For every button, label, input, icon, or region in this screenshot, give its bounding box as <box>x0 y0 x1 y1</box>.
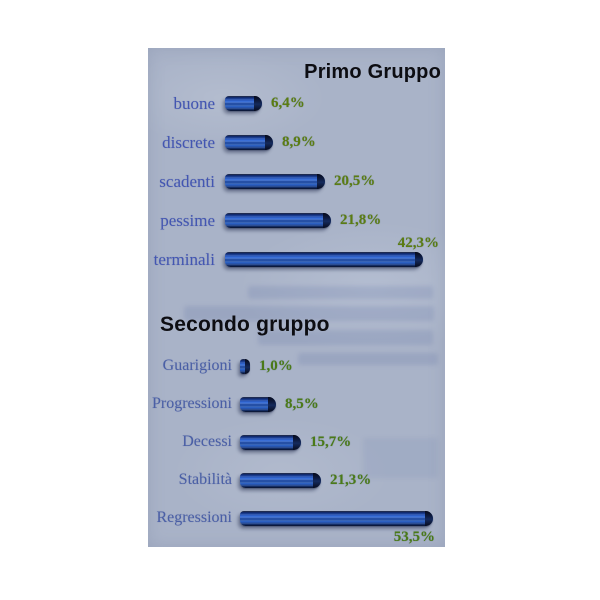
bar <box>225 252 423 267</box>
bar-track: 8,5% <box>240 385 441 423</box>
bar-track: 20,5% <box>225 162 441 201</box>
bar-row: Stabilità 21,3% <box>148 461 441 499</box>
bar-value: 15,7% <box>310 433 352 450</box>
bar <box>225 96 262 111</box>
bar-label: Regressioni <box>156 509 232 526</box>
bar-track: 42,3% <box>225 235 441 279</box>
bleed-through-text <box>248 286 433 299</box>
chart-title-primo-gruppo: Primo Gruppo <box>304 61 441 83</box>
bar <box>240 434 301 450</box>
bar-track: 21,8% <box>225 201 441 240</box>
bar-label: terminali <box>153 249 215 269</box>
bar-row: Regressioni 53,5% <box>148 499 441 545</box>
chart-secondo-gruppo: Guarigioni 1,0% Progressioni 8,5% Decessi 15,… <box>148 347 441 545</box>
bar-value: 21,8% <box>340 212 382 228</box>
bar-value: 42,3% <box>397 235 439 251</box>
bar-label: discrete <box>162 132 215 152</box>
bar-track: 15,7% <box>240 423 441 461</box>
bar-value: 8,9% <box>282 134 316 150</box>
bar-track: 6,4% <box>225 84 441 123</box>
bar-track: 21,3% <box>240 461 441 499</box>
bar-track: 1,0% <box>240 347 441 385</box>
bar-value: 1,0% <box>259 357 293 374</box>
bar-row: pessime 21,8% <box>148 201 441 240</box>
bar-value: 53,5% <box>393 529 435 545</box>
bar-label: Progressioni <box>152 395 232 412</box>
bar-label: Guarigioni <box>162 357 232 374</box>
chart-panel: Primo Gruppo buone 6,4% discrete 8,9% scaden… <box>148 48 445 547</box>
bar-value: 21,3% <box>330 471 372 488</box>
bar <box>240 472 321 488</box>
bar-track: 8,9% <box>225 123 441 162</box>
bar-row: Progressioni 8,5% <box>148 385 441 423</box>
bar-label: Decessi <box>182 433 232 450</box>
bar <box>225 213 331 228</box>
bar <box>240 396 276 412</box>
bar <box>225 135 273 150</box>
bleed-through-text <box>298 353 438 365</box>
bar-row: Guarigioni 1,0% <box>148 347 441 385</box>
bar-value: 6,4% <box>271 95 305 111</box>
bar-track: 53,5% <box>240 499 441 545</box>
bar <box>240 510 433 526</box>
chart-primo-gruppo: buone 6,4% discrete 8,9% scadenti 20,5% pessim… <box>148 84 441 279</box>
bar-label: pessime <box>160 210 215 230</box>
bleed-through-text <box>258 330 433 345</box>
bar-label: Stabilità <box>178 471 232 488</box>
bleed-through-text <box>184 306 434 321</box>
bar <box>225 174 325 189</box>
bar-row: discrete 8,9% <box>148 123 441 162</box>
bleed-through-text <box>363 438 438 478</box>
bar-row: scadenti 20,5% <box>148 162 441 201</box>
bar <box>240 358 250 374</box>
bar-row: buone 6,4% <box>148 84 441 123</box>
chart-title-secondo-gruppo: Secondo gruppo <box>160 313 330 336</box>
bar-value: 20,5% <box>334 173 376 189</box>
bar-value: 8,5% <box>285 395 319 412</box>
bar-label: scadenti <box>159 171 215 191</box>
bar-row: Decessi 15,7% <box>148 423 441 461</box>
bar-label: buone <box>173 93 215 113</box>
bar-row: terminali 42,3% <box>148 235 441 279</box>
